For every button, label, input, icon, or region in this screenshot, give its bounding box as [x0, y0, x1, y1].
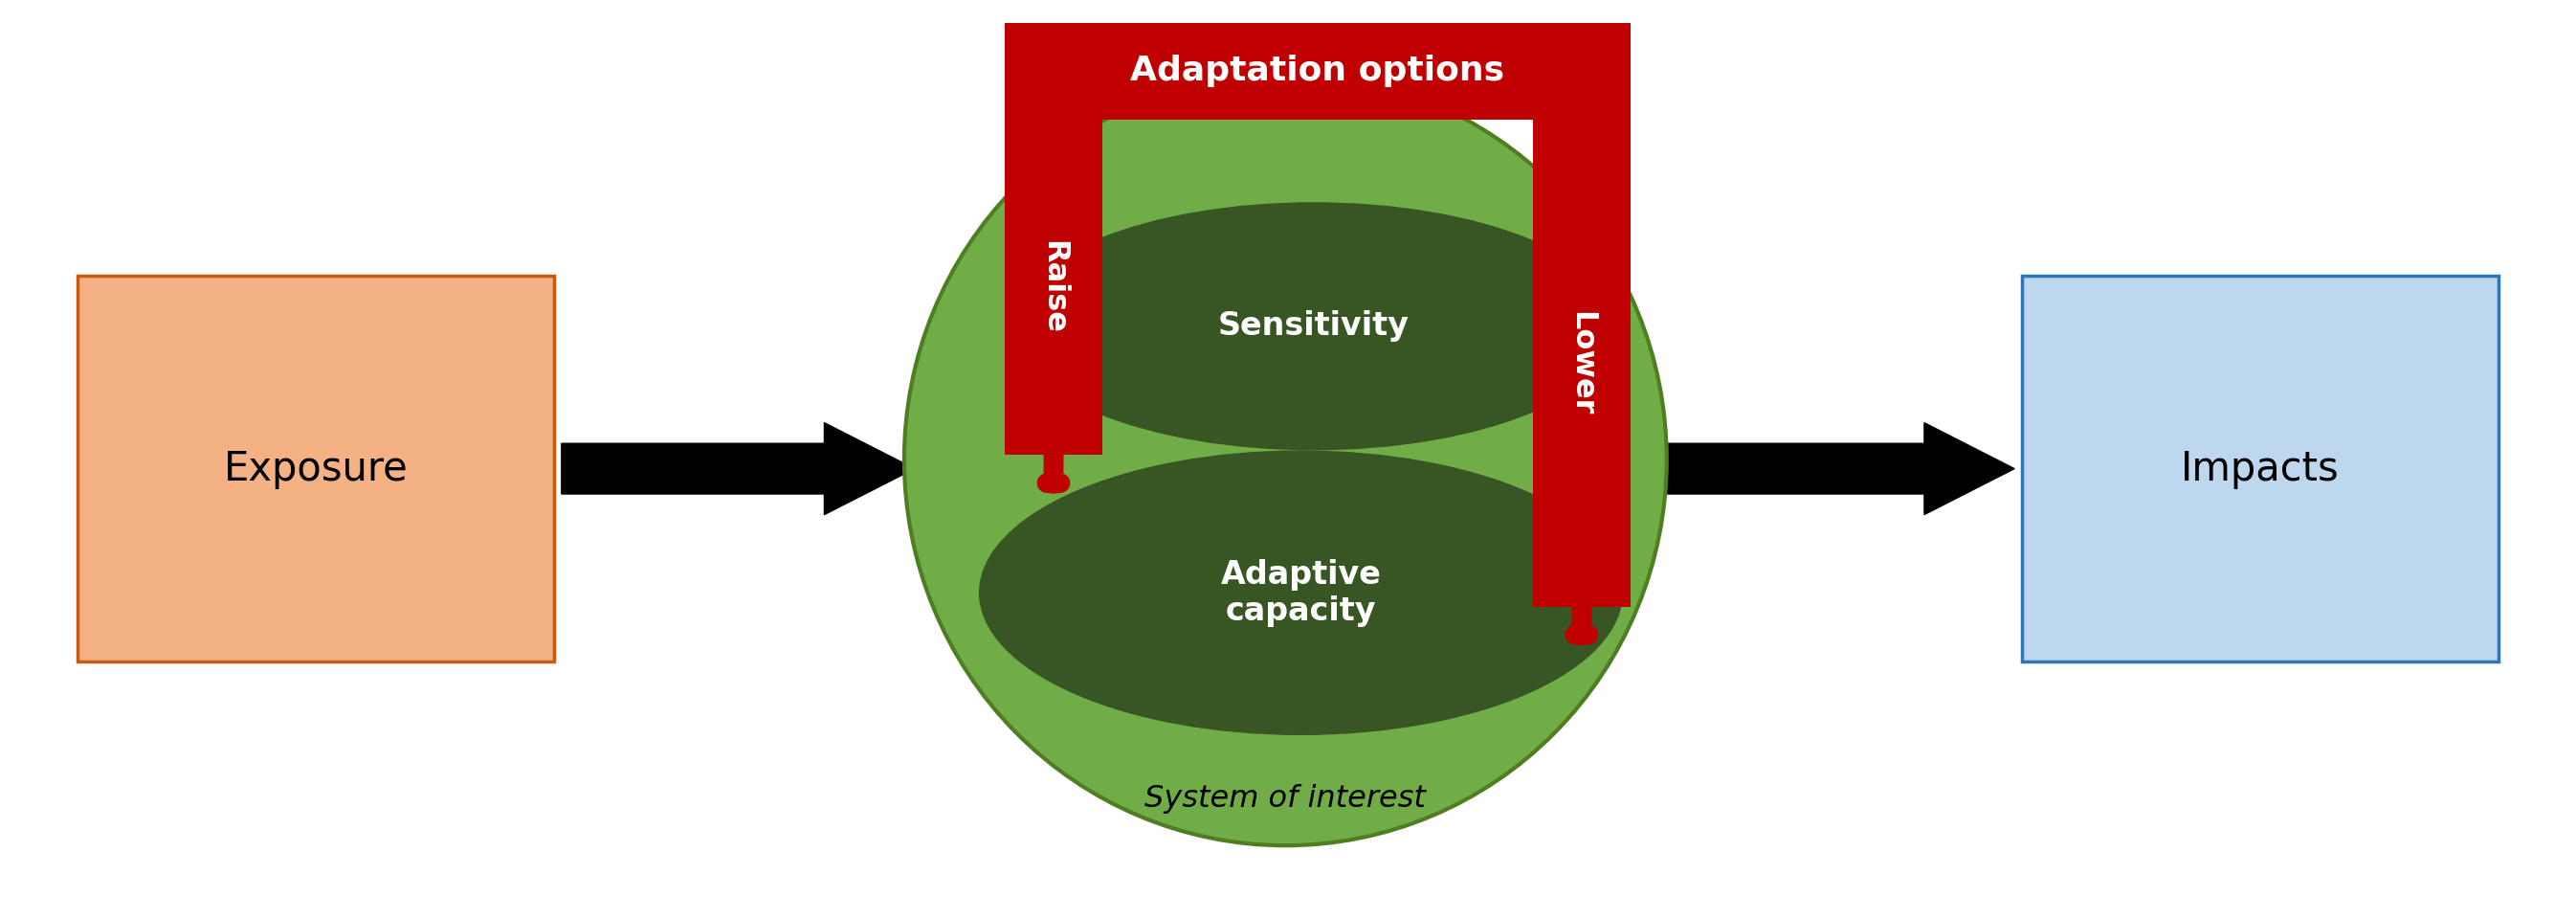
FancyBboxPatch shape: [77, 276, 554, 662]
Text: Lower: Lower: [1566, 311, 1597, 415]
FancyBboxPatch shape: [2022, 276, 2499, 662]
Ellipse shape: [904, 74, 1667, 845]
FancyArrow shape: [562, 423, 914, 515]
Text: Sensitivity: Sensitivity: [1218, 311, 1409, 342]
Text: Raise: Raise: [1038, 241, 1069, 334]
Text: Exposure: Exposure: [224, 448, 407, 489]
Text: Adaptive
capacity: Adaptive capacity: [1221, 559, 1381, 627]
FancyBboxPatch shape: [1533, 119, 1631, 607]
FancyBboxPatch shape: [1005, 119, 1103, 455]
FancyArrow shape: [1656, 423, 2014, 515]
Ellipse shape: [1010, 202, 1618, 450]
Ellipse shape: [979, 450, 1623, 735]
Text: Impacts: Impacts: [2182, 448, 2339, 489]
FancyBboxPatch shape: [1005, 23, 1631, 119]
Text: System of interest: System of interest: [1144, 784, 1427, 814]
Text: Adaptation options: Adaptation options: [1131, 55, 1504, 87]
